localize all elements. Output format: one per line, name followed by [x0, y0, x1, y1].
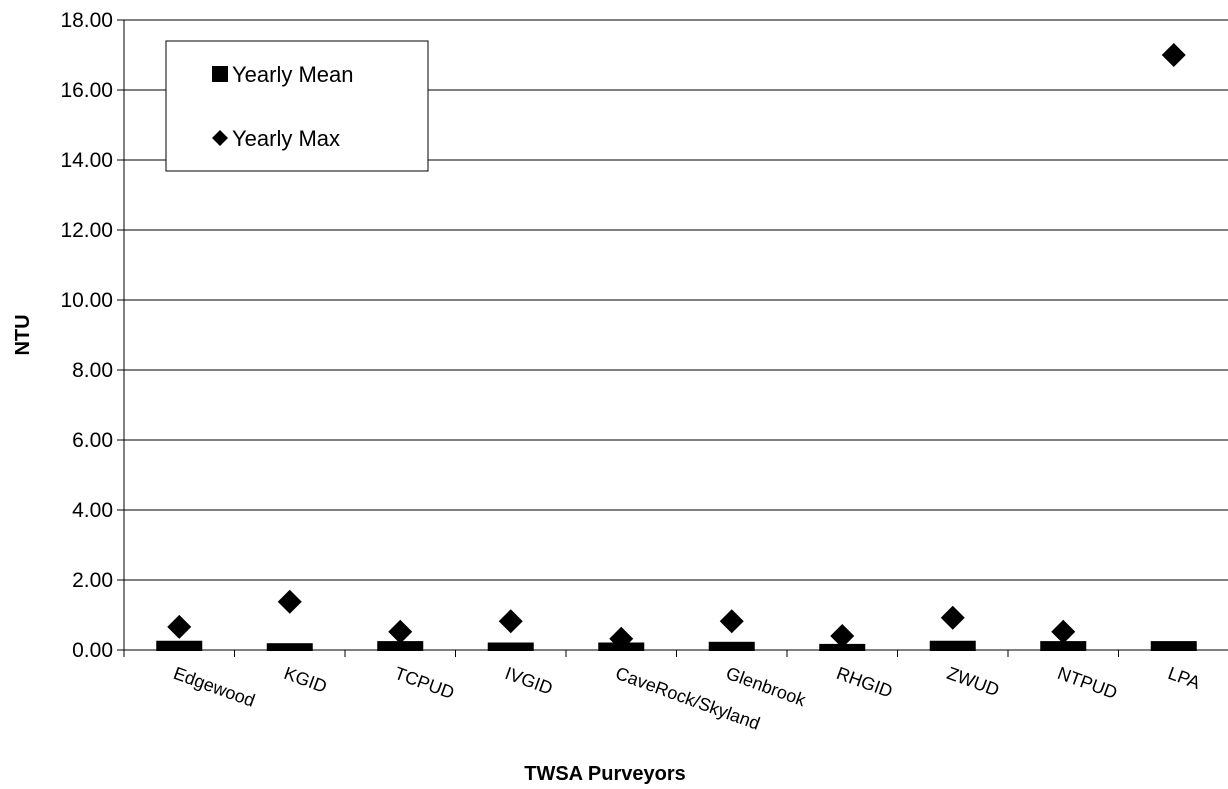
- max-marker: [609, 626, 634, 651]
- max-marker: [1051, 619, 1076, 644]
- x-tick-label: KGID: [281, 663, 329, 697]
- max-marker: [277, 589, 302, 614]
- mean-marker: [377, 641, 424, 651]
- x-tick-label: Edgewood: [171, 663, 258, 711]
- y-axis-title: NTU: [12, 314, 34, 355]
- y-tick-label: 12.00: [60, 219, 113, 242]
- x-tick-label: NTPUD: [1055, 663, 1120, 703]
- max-marker: [498, 609, 523, 634]
- mean-marker: [266, 643, 313, 651]
- mean-marker: [1150, 641, 1197, 651]
- legend-diamond-icon: [212, 130, 228, 146]
- max-marker: [388, 619, 413, 644]
- max-marker: [940, 605, 965, 630]
- mean-marker: [708, 641, 755, 651]
- legend-square-icon: [212, 66, 228, 82]
- x-tick-label: ZWUD: [944, 663, 1002, 700]
- x-tick-label: RHGID: [834, 663, 895, 702]
- legend-label-mean: Yearly Mean: [232, 62, 353, 87]
- legend-box: [165, 40, 429, 172]
- mean-marker: [929, 640, 976, 651]
- max-marker: [167, 614, 192, 639]
- y-tick-label: 6.00: [72, 429, 113, 452]
- x-tick-label: IVGID: [502, 663, 555, 699]
- mean-marker: [487, 642, 534, 651]
- x-tick-label: LPA: [1165, 663, 1203, 693]
- legend-label-max: Yearly Max: [232, 126, 340, 151]
- y-tick-label: 2.00: [72, 569, 113, 592]
- x-tick-label: Glenbrook: [723, 663, 809, 711]
- x-tick-labels: Edgewood KGID TCPUD IVGID CaveRock/SkylandGl…: [171, 663, 1203, 734]
- max-marker: [1161, 43, 1186, 67]
- y-tick-label: 10.00: [60, 289, 113, 312]
- y-tick-label: 14.00: [60, 149, 113, 172]
- y-tick-labels: 0.00 2.00 4.00 6.00 8.00 10.00 12.00 14.00 16.00…: [60, 9, 113, 662]
- y-tick-label: 4.00: [72, 499, 113, 522]
- mean-marker: [1040, 641, 1087, 651]
- mean-marker: [156, 640, 203, 651]
- legend: Yearly Mean Yearly Max: [165, 40, 429, 172]
- y-tick-label: 8.00: [72, 359, 113, 382]
- data-markers: [156, 43, 1197, 651]
- y-tick-label: 16.00: [60, 79, 113, 102]
- max-marker: [719, 609, 744, 634]
- x-axis-title: TWSA Purveyors: [524, 763, 686, 785]
- x-tick-label: TCPUD: [392, 663, 457, 703]
- y-tick-label: 0.00: [72, 639, 113, 662]
- max-marker: [830, 624, 855, 648]
- y-tick-label: 18.00: [60, 9, 113, 32]
